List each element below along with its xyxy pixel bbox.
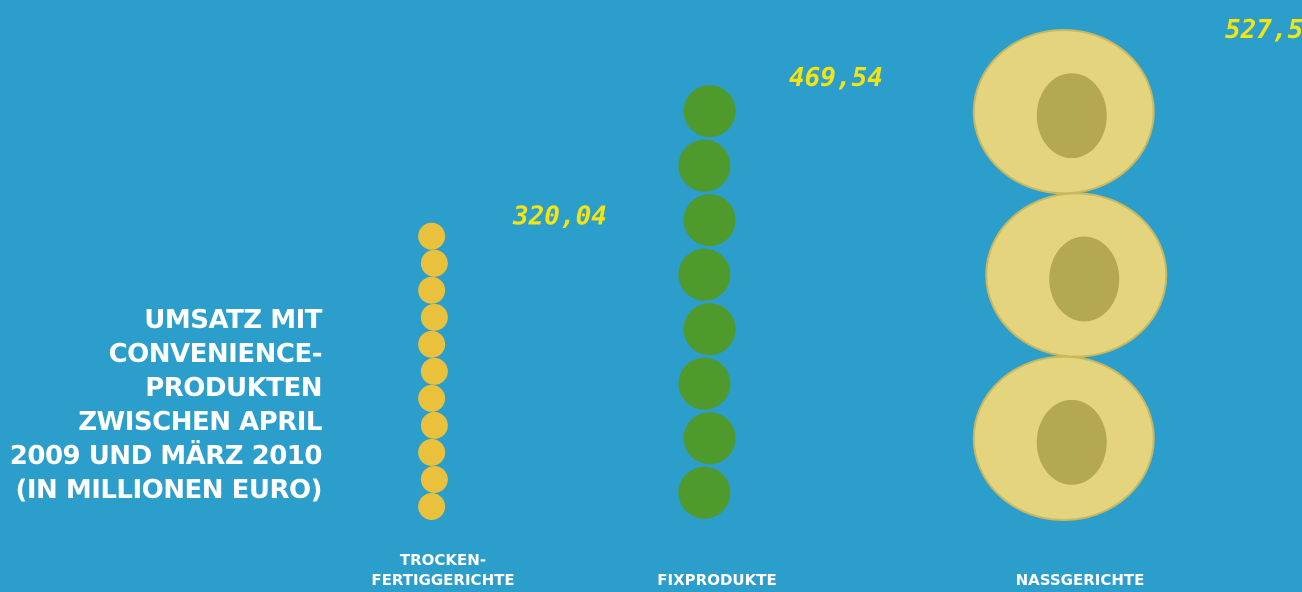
chart-title: UMSATZ MIT CONVENIENCE- PRODUKTEN ZWISCH… <box>9 305 323 505</box>
piece <box>420 465 448 493</box>
piece-fill <box>1036 73 1107 159</box>
piece-fill <box>1036 399 1107 485</box>
piece <box>420 303 448 331</box>
piece <box>418 438 446 466</box>
piece <box>683 85 736 138</box>
category-label: NASSGERICHTE <box>1016 571 1145 589</box>
piece <box>418 330 446 358</box>
piece <box>420 411 448 439</box>
piece <box>678 248 731 301</box>
value-label: 527,53 <box>1225 15 1302 45</box>
piece <box>418 492 446 520</box>
piece <box>683 412 736 465</box>
piece <box>418 222 446 250</box>
piece <box>418 384 446 412</box>
piece <box>678 357 731 410</box>
piece <box>420 249 448 277</box>
piece-fill <box>1049 236 1120 322</box>
piece <box>683 194 736 247</box>
category-label: FIXPRODUKTE <box>657 571 776 589</box>
bar <box>418 222 448 520</box>
value-label: 469,54 <box>789 63 883 93</box>
bar <box>678 85 736 519</box>
piece <box>683 303 736 356</box>
piece <box>418 276 446 304</box>
piece <box>678 139 731 192</box>
bar <box>972 29 1168 522</box>
category-label: TROCKEN-FERTIGGERICHTE <box>371 551 514 589</box>
piece <box>678 466 731 519</box>
piece <box>420 357 448 385</box>
value-label: 320,04 <box>512 202 607 232</box>
